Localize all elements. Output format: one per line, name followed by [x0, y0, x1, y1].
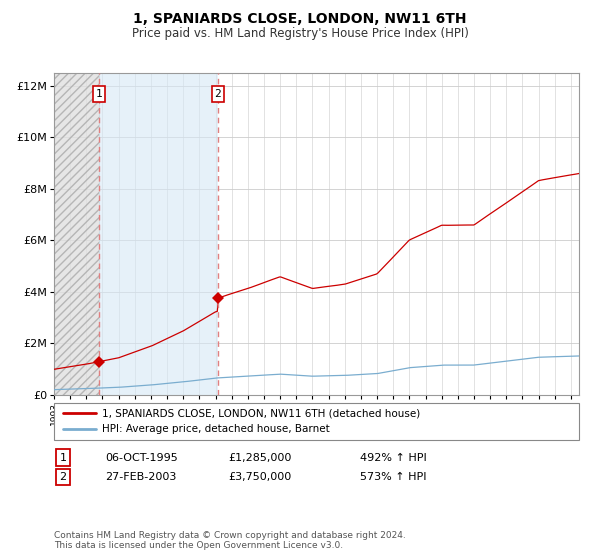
Text: 27-FEB-2003: 27-FEB-2003: [105, 472, 176, 482]
Text: 1: 1: [59, 452, 67, 463]
Text: 1: 1: [95, 89, 102, 99]
Text: 492% ↑ HPI: 492% ↑ HPI: [360, 452, 427, 463]
Text: HPI: Average price, detached house, Barnet: HPI: Average price, detached house, Barn…: [102, 424, 330, 435]
Text: £1,285,000: £1,285,000: [228, 452, 292, 463]
Text: 573% ↑ HPI: 573% ↑ HPI: [360, 472, 427, 482]
Bar: [54, 73, 99, 395]
Bar: [99, 73, 218, 395]
Text: £3,750,000: £3,750,000: [228, 472, 291, 482]
Text: 2: 2: [215, 89, 221, 99]
Text: 06-OCT-1995: 06-OCT-1995: [105, 452, 178, 463]
Text: 2: 2: [59, 472, 67, 482]
Text: 1, SPANIARDS CLOSE, LONDON, NW11 6TH: 1, SPANIARDS CLOSE, LONDON, NW11 6TH: [133, 12, 467, 26]
Text: 1, SPANIARDS CLOSE, LONDON, NW11 6TH (detached house): 1, SPANIARDS CLOSE, LONDON, NW11 6TH (de…: [102, 408, 420, 418]
Text: Contains HM Land Registry data © Crown copyright and database right 2024.
This d: Contains HM Land Registry data © Crown c…: [54, 530, 406, 550]
Text: Price paid vs. HM Land Registry's House Price Index (HPI): Price paid vs. HM Land Registry's House …: [131, 27, 469, 40]
